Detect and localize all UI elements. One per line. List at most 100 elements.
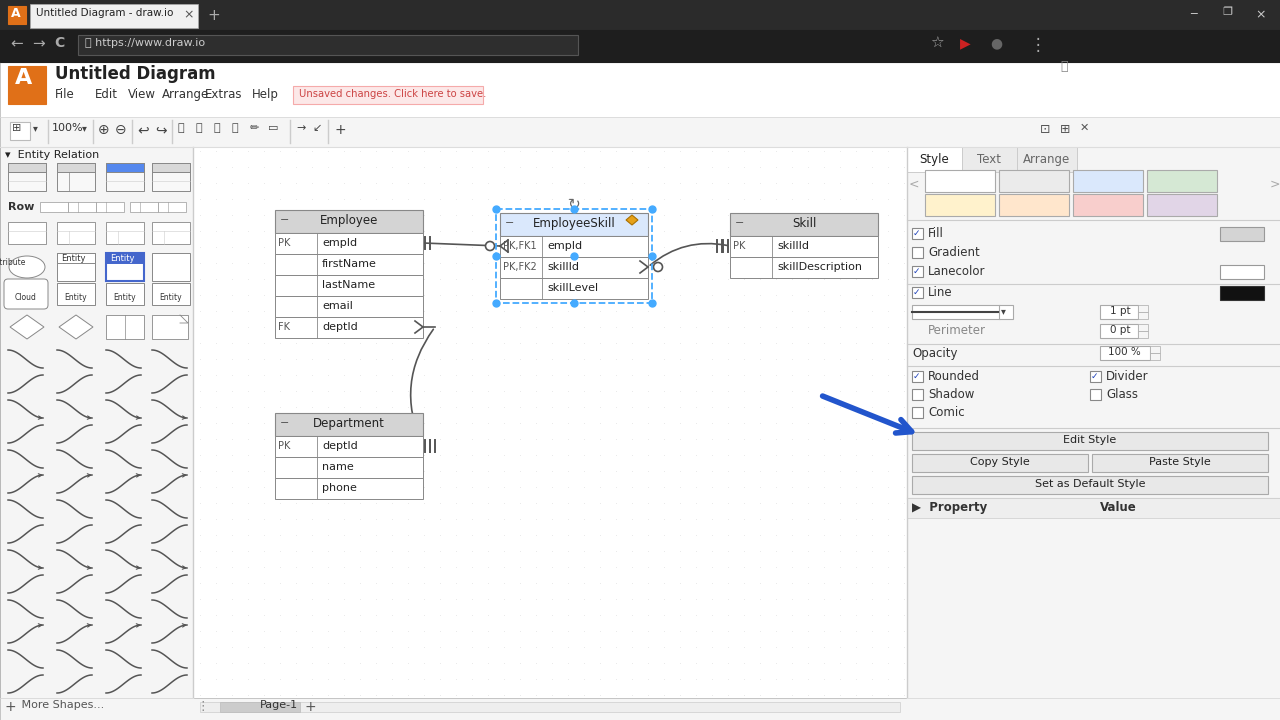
Text: Style: Style <box>919 153 948 166</box>
Text: FK: FK <box>278 322 291 332</box>
Bar <box>1147 170 1217 192</box>
Text: ⧉: ⧉ <box>214 123 220 133</box>
Bar <box>1220 227 1265 241</box>
Bar <box>911 407 923 418</box>
Bar <box>908 147 1280 698</box>
Text: ▶  Property: ▶ Property <box>911 501 987 514</box>
Bar <box>1100 305 1138 319</box>
Bar <box>275 478 422 499</box>
Ellipse shape <box>9 256 45 278</box>
Bar <box>29 4 198 28</box>
Text: skillId: skillId <box>777 241 809 251</box>
Polygon shape <box>626 215 637 225</box>
Text: Opacity: Opacity <box>911 347 957 360</box>
Text: 🌐: 🌐 <box>1060 60 1068 73</box>
Text: 🎨: 🎨 <box>232 123 238 133</box>
Text: name: name <box>323 462 353 472</box>
Text: ✏: ✏ <box>250 123 260 133</box>
Circle shape <box>654 263 663 271</box>
Text: Value: Value <box>1100 501 1137 514</box>
Bar <box>1138 331 1148 338</box>
Bar <box>152 163 189 191</box>
Text: Perimeter: Perimeter <box>928 324 986 337</box>
Bar <box>275 436 422 457</box>
Bar <box>911 305 1000 319</box>
Text: Gradient: Gradient <box>928 246 979 259</box>
Bar <box>275 457 422 478</box>
Bar <box>293 86 483 104</box>
Text: Untitled Diagram - draw.io: Untitled Diagram - draw.io <box>36 8 173 18</box>
Text: >: > <box>1270 178 1280 191</box>
Text: PK,FK2: PK,FK2 <box>503 262 536 272</box>
Text: deptId: deptId <box>323 441 357 451</box>
Text: ⊞: ⊞ <box>12 123 22 133</box>
Text: ←: ← <box>10 36 23 51</box>
Bar <box>500 213 648 236</box>
Bar <box>58 163 95 191</box>
Bar <box>1149 346 1160 353</box>
Text: Rounded: Rounded <box>928 370 980 383</box>
Text: skillDescription: skillDescription <box>777 262 861 272</box>
Bar <box>1138 312 1148 319</box>
Bar <box>152 283 189 305</box>
Bar <box>998 170 1069 192</box>
Text: Shadow: Shadow <box>928 388 974 401</box>
Text: +: + <box>207 8 220 23</box>
Text: lastName: lastName <box>323 280 375 290</box>
Bar <box>925 194 995 216</box>
Bar <box>911 287 923 298</box>
Bar <box>8 222 46 244</box>
Text: 1 pt: 1 pt <box>1110 306 1130 316</box>
Text: ⊖: ⊖ <box>115 123 127 137</box>
Bar <box>911 389 923 400</box>
Bar <box>193 147 908 698</box>
Bar <box>1092 454 1268 472</box>
Bar <box>152 163 189 172</box>
Text: empId: empId <box>323 238 357 248</box>
Text: Entity: Entity <box>110 254 134 263</box>
Bar <box>1138 305 1148 312</box>
Bar <box>1100 346 1149 360</box>
Bar <box>911 432 1268 450</box>
Bar <box>500 236 648 257</box>
Text: 100%: 100% <box>52 123 83 133</box>
Text: Paste Style: Paste Style <box>1149 457 1211 467</box>
Text: ▶: ▶ <box>960 36 970 50</box>
Bar <box>40 202 68 212</box>
Bar <box>1091 371 1101 382</box>
Text: Page-1: Page-1 <box>260 700 298 710</box>
Bar <box>998 194 1069 216</box>
Bar <box>1149 353 1160 360</box>
Bar <box>58 253 95 281</box>
Text: phone: phone <box>323 483 357 493</box>
Text: skillLevel: skillLevel <box>547 283 598 293</box>
Text: <: < <box>909 178 919 191</box>
Text: Edit: Edit <box>95 88 118 101</box>
Text: +: + <box>305 700 316 714</box>
Bar <box>0 62 1280 117</box>
Text: Fill: Fill <box>928 227 943 240</box>
Text: Untitled Diagram: Untitled Diagram <box>55 65 215 83</box>
Text: +: + <box>334 123 346 137</box>
Text: A: A <box>15 68 32 88</box>
Bar <box>925 170 995 192</box>
Bar <box>78 35 579 55</box>
Bar <box>0 0 1280 30</box>
Circle shape <box>485 241 494 251</box>
Text: 0 pt: 0 pt <box>1110 325 1130 335</box>
Text: ↻: ↻ <box>567 197 580 212</box>
Text: Skill: Skill <box>792 217 817 230</box>
Bar <box>8 163 46 172</box>
Text: ▾: ▾ <box>82 123 87 133</box>
Text: Glass: Glass <box>1106 388 1138 401</box>
Text: Line: Line <box>928 286 952 299</box>
Bar <box>1073 170 1143 192</box>
Text: +: + <box>5 700 17 714</box>
Bar <box>152 315 188 339</box>
Text: ⋮: ⋮ <box>1030 36 1047 54</box>
Text: Entity: Entity <box>61 254 86 263</box>
Text: ↪: ↪ <box>155 123 166 137</box>
Text: ─: ─ <box>1190 8 1197 18</box>
Bar <box>96 202 124 212</box>
Bar <box>1147 194 1217 216</box>
